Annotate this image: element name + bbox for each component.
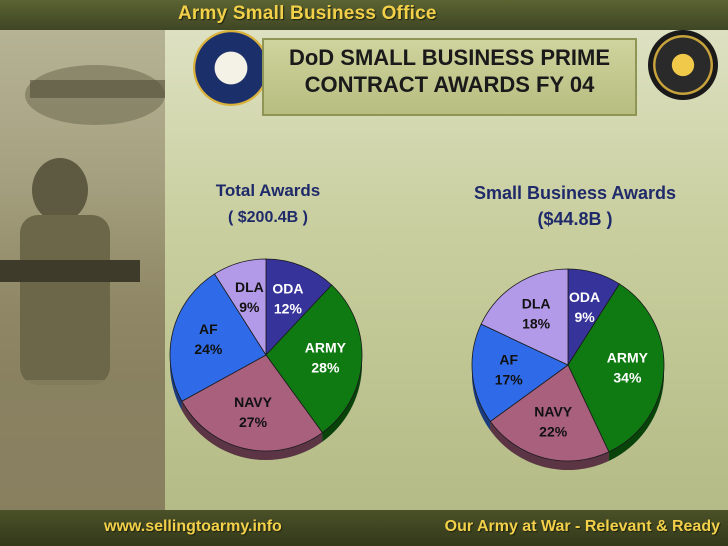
footer-website-link[interactable]: www.sellingtoarmy.info	[104, 518, 282, 535]
pie-slice-dla	[480, 268, 569, 366]
slice-value-dla: 9%	[239, 299, 260, 315]
slice-value-af: 24%	[194, 341, 223, 357]
slice-label-navy: NAVY	[234, 394, 273, 410]
slice-value-af: 17%	[495, 372, 524, 388]
pie-slice-dla	[214, 258, 267, 357]
pie-slice-army	[265, 284, 363, 434]
footer-slogan: Our Army at War - Relevant & Ready	[444, 518, 720, 535]
pie-slice-army	[567, 283, 665, 453]
pie-slice-side-army	[608, 283, 664, 461]
pie-slice-navy	[489, 364, 610, 462]
pie-chart-1: Total Awards ( $200.4B ) ODA 12% ARMY 28% NAVY…	[169, 181, 363, 460]
pie-slice-side-army	[322, 285, 362, 442]
pie-slice-navy	[181, 354, 323, 452]
slice-value-oda: 9%	[574, 309, 595, 325]
slice-label-af: AF	[499, 352, 518, 368]
soldier-photo-art	[0, 65, 165, 510]
chart-subtitle: ($44.8B )	[537, 209, 612, 229]
slice-label-dla: DLA	[235, 279, 264, 295]
slice-value-army: 34%	[613, 370, 642, 386]
pie-slice-oda	[265, 258, 333, 357]
slice-value-oda: 12%	[274, 301, 303, 317]
slice-value-army: 28%	[311, 360, 340, 376]
chart-subtitle: ( $200.4B )	[228, 209, 308, 226]
slice-label-army: ARMY	[305, 340, 347, 356]
army-emblem-icon	[648, 30, 718, 100]
slice-value-navy: 27%	[239, 414, 268, 430]
slice-label-dla: DLA	[522, 296, 551, 312]
pie-slice-side-af	[472, 324, 491, 431]
slice-label-army: ARMY	[607, 350, 649, 366]
pie-slice-af	[471, 323, 569, 422]
header-title: Army Small Business Office	[178, 3, 437, 24]
slice-label-oda: ODA	[272, 281, 303, 297]
slice-label-oda: ODA	[569, 289, 600, 305]
header-strip	[0, 0, 728, 30]
soldier-photo	[0, 0, 165, 510]
army-seal-icon	[193, 30, 269, 106]
pie-chart-2: Small Business Awards ($44.8B ) ODA 9% ARMY 3…	[471, 183, 676, 470]
slice-label-navy: NAVY	[534, 404, 573, 420]
pie-slice-af	[169, 273, 267, 402]
chart-title: Total Awards	[216, 181, 321, 200]
slice-value-dla: 18%	[522, 316, 551, 332]
chart-title: Small Business Awards	[474, 183, 676, 203]
main-title-line1: DoD SMALL BUSINESS PRIME	[288, 45, 611, 70]
main-title: DoD SMALL BUSINESS PRIME CONTRACT AWARDS…	[262, 44, 637, 98]
footer-strip	[0, 510, 728, 546]
slice-label-af: AF	[199, 321, 218, 337]
slice-value-navy: 22%	[539, 424, 568, 440]
pie-slice-side-navy	[181, 401, 323, 460]
main-title-line2: CONTRACT AWARDS FY 04	[304, 72, 595, 97]
pie-slice-side-navy	[490, 421, 609, 470]
title-banner	[262, 38, 637, 116]
